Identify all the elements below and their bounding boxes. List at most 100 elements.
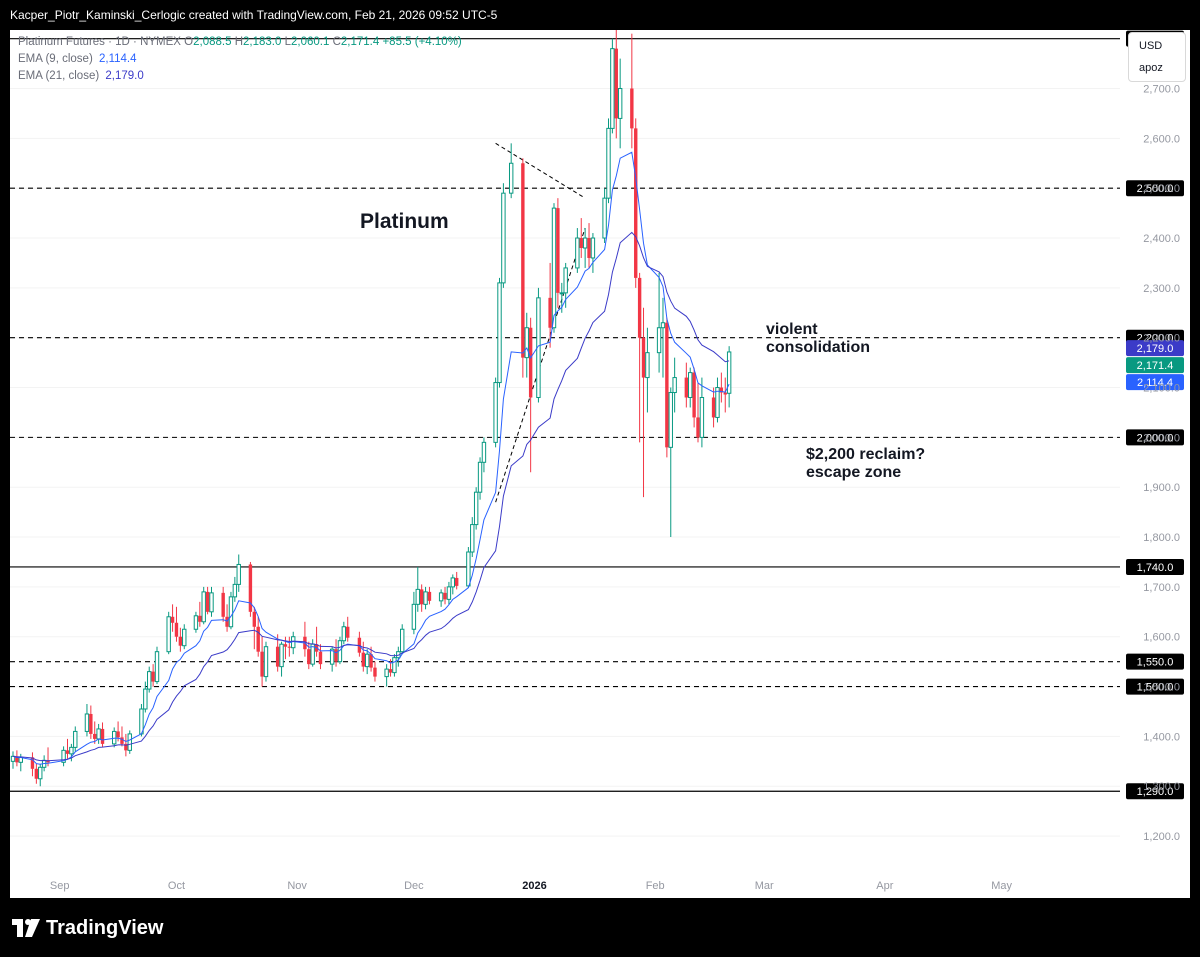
candle-body	[617, 88, 623, 119]
trendline	[495, 227, 586, 503]
y-tick-label: 1,900.0	[1143, 482, 1180, 494]
candle-body	[111, 730, 117, 745]
candle-body	[260, 651, 264, 677]
time-axis: Sep Oct Nov Dec 2026 Feb Mar Apr May	[50, 880, 1013, 892]
y-tick-label: 2,200.0	[1143, 333, 1180, 345]
scale-label[interactable]: apoz	[1139, 62, 1163, 74]
candle-body	[582, 237, 588, 249]
tradingview-logo[interactable]: TradingView	[12, 914, 163, 942]
candle-body	[205, 591, 210, 612]
candle-body	[369, 654, 373, 668]
candle-body	[170, 616, 175, 623]
legend-o-label: O	[184, 36, 194, 48]
price-label: 2,171.4	[1137, 360, 1174, 372]
candle-body	[124, 743, 128, 751]
candle-body	[252, 611, 257, 627]
candle-body	[481, 441, 487, 463]
y-tick-label: 2,100.0	[1143, 383, 1180, 395]
legend-ema21: EMA (21, close) 2,179.0	[18, 70, 144, 82]
price-chart[interactable]: 2,800.02,500.02,200.02,000.01,740.01,550…	[10, 30, 1190, 898]
candle-body	[154, 651, 160, 683]
candle-body	[96, 728, 101, 740]
candle-body	[630, 88, 634, 129]
x-tick-label: Sep	[50, 880, 70, 892]
candle-body	[120, 737, 124, 744]
candle-body	[384, 668, 389, 678]
x-tick-label: May	[991, 880, 1012, 892]
candle-body	[275, 646, 280, 667]
price-label-box	[1126, 374, 1184, 391]
candle-body	[400, 628, 405, 653]
candle-body	[209, 592, 214, 613]
candle-body	[466, 551, 471, 587]
legend-ema9-label: EMA (9, close)	[18, 53, 93, 65]
level-label-box	[1126, 429, 1184, 446]
legend-ohlc: Platinum Futures · 1D · NYMEX O2,088.5 H…	[18, 36, 462, 48]
candle-body	[423, 591, 428, 605]
chart-area[interactable]: 2,800.02,500.02,200.02,000.01,740.01,550…	[10, 30, 1190, 898]
y-tick-label: 1,700.0	[1143, 582, 1180, 594]
level-label: 1,500.0	[1137, 682, 1174, 694]
grid	[10, 38, 1120, 837]
candle-body	[634, 128, 638, 278]
y-tick-label: 2,600.0	[1143, 133, 1180, 145]
candle-body	[610, 48, 615, 129]
candle-body	[127, 733, 132, 751]
candle-body	[279, 643, 284, 668]
level-label: 2,000.0	[1137, 432, 1174, 444]
legend-ema9-value: 2,114.4	[98, 53, 137, 65]
level-label: 2,500.0	[1137, 183, 1174, 195]
candle-body	[528, 327, 533, 398]
candle-body	[151, 671, 155, 682]
x-tick-label: 2026	[522, 880, 546, 892]
y-tick-label: 2,300.0	[1143, 283, 1180, 295]
annotation-reclaim-line1: $2,200 reclaim?	[806, 446, 926, 463]
candle-body	[93, 733, 97, 739]
legend-ema21-label: EMA (21, close)	[18, 70, 100, 82]
candle-body	[38, 766, 43, 780]
candle-body	[579, 238, 583, 248]
candle-body	[116, 731, 120, 738]
tradingview-logo-text: TradingView	[46, 916, 164, 939]
candle-body	[178, 636, 183, 646]
candle-body	[692, 372, 696, 418]
candle-body	[346, 626, 350, 638]
legend-ema9: EMA (9, close) 2,114.4	[18, 53, 137, 65]
candle-body	[248, 564, 253, 612]
currency-label[interactable]: USD	[1139, 40, 1163, 52]
candle-body	[411, 603, 417, 630]
candle-body	[719, 387, 724, 393]
level-label-box	[1126, 180, 1184, 197]
top-bar: Kacper_Piotr_Kaminski_Cerlogic created w…	[0, 0, 1200, 30]
annotation-title: Platinum	[360, 210, 449, 233]
candle-body	[521, 163, 525, 358]
candle-body	[645, 352, 650, 379]
candle-body	[684, 377, 689, 398]
candle-body	[602, 197, 607, 239]
candle-body	[508, 162, 514, 194]
level-label: 1,550.0	[1137, 657, 1174, 669]
candle-body	[228, 596, 234, 628]
candle-body	[198, 615, 202, 622]
candle-body	[143, 688, 148, 710]
candle-body	[427, 591, 432, 601]
candle-body	[307, 649, 311, 665]
level-label-box	[1126, 678, 1184, 695]
candle-body	[497, 282, 502, 384]
candle-body	[415, 588, 420, 605]
annotation-reclaim-line2: escape zone	[806, 464, 902, 481]
candle-body	[477, 461, 483, 493]
price-label: 2,179.0	[1137, 343, 1174, 355]
candle-body	[287, 646, 292, 648]
x-tick-label: Apr	[876, 880, 893, 892]
candle-body	[373, 667, 377, 677]
candle-body	[100, 728, 105, 744]
horizontal-levels: 2,800.02,500.02,200.02,000.01,740.01,550…	[10, 30, 1184, 800]
price-scale-units[interactable]: USD apoz	[1128, 32, 1186, 82]
y-tick-label: 1,600.0	[1143, 632, 1180, 644]
candle-body	[688, 372, 693, 399]
candle-body	[590, 237, 596, 259]
candle-body	[15, 756, 19, 763]
y-tick-label: 2,500.0	[1143, 183, 1180, 195]
candle-body	[548, 297, 552, 328]
